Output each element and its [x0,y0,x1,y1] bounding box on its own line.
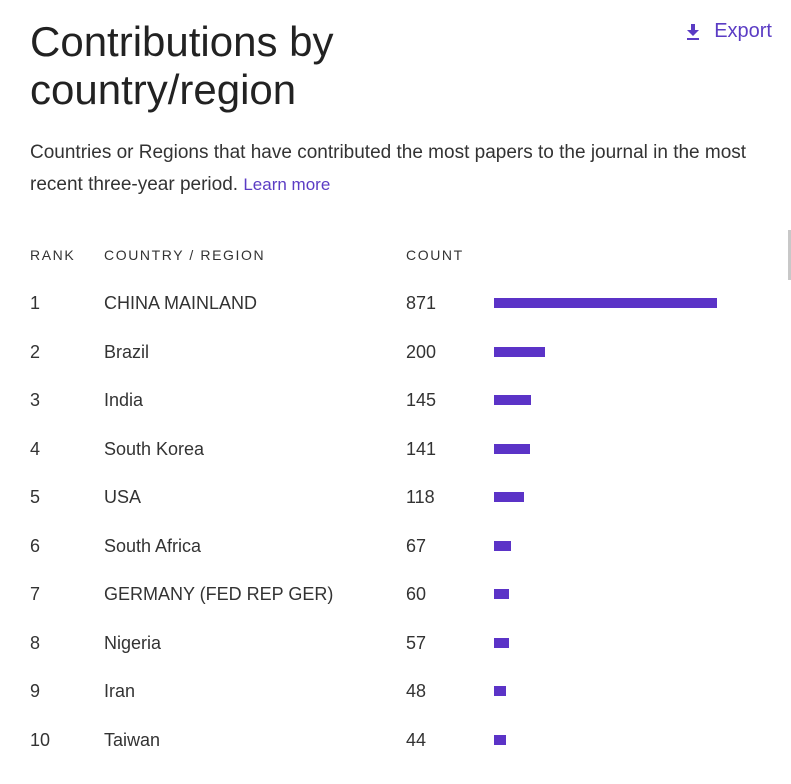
count-bar [494,686,506,696]
country-cell: CHINA MAINLAND [104,293,258,313]
description-text: Countries or Regions that have contribut… [30,142,747,195]
count-bar [494,444,530,454]
table-row: 10 Taiwan 44 [0,725,791,755]
country-cell: Taiwan [104,730,161,750]
table-row: 6 South Africa 67 [0,531,791,561]
count-bar [494,638,509,648]
rank-cell: 1 [30,293,41,313]
country-cell: Nigeria [104,633,162,653]
scrollbar-thumb[interactable] [788,230,791,280]
rank-cell: 2 [30,342,41,362]
count-cell: 48 [406,681,427,701]
count-cell: 44 [406,730,427,750]
rank-cell: 7 [30,584,41,604]
table-row: 2 Brazil 200 [0,337,791,367]
country-cell: Brazil [104,342,150,362]
column-header-country-region: COUNTRY / REGION [104,247,266,263]
table-row: 3 India 145 [0,385,791,415]
column-header-rank: RANK [30,247,76,263]
table-row: 4 South Korea 141 [0,434,791,464]
export-button[interactable]: Export [686,20,772,43]
country-cell: India [104,390,144,410]
count-cell: 60 [406,584,427,604]
count-bar [494,347,545,357]
learn-more-link[interactable]: Learn more [243,175,331,194]
count-bar [494,492,524,502]
table-row: 5 USA 118 [0,482,791,512]
column-header-count: COUNT [406,247,464,263]
rank-cell: 4 [30,439,41,459]
country-cell: South Korea [104,439,205,459]
export-label: Export [714,20,772,42]
rank-cell: 10 [30,730,51,750]
count-cell: 871 [406,293,437,313]
count-bar [494,298,717,308]
country-cell: GERMANY (FED REP GER) [104,584,334,604]
download-icon [686,23,700,40]
count-cell: 145 [406,390,437,410]
count-cell: 57 [406,633,427,653]
rank-cell: 5 [30,487,41,507]
country-cell: USA [104,487,142,507]
table-row: 1 CHINA MAINLAND 871 [0,288,791,318]
rank-cell: 3 [30,390,41,410]
table-row: 9 Iran 48 [0,676,791,706]
rank-cell: 9 [30,681,41,701]
table-row: 8 Nigeria 57 [0,628,791,658]
table-row: 7 GERMANY (FED REP GER) 60 [0,579,791,609]
count-bar [494,589,509,599]
rank-cell: 6 [30,536,41,556]
count-cell: 118 [406,487,435,507]
country-cell: South Africa [104,536,202,556]
count-cell: 200 [406,342,437,362]
country-cell: Iran [104,681,136,701]
description: Countries or Regions that have contribut… [30,137,775,201]
count-bar [494,735,506,745]
count-bar [494,541,511,551]
rank-cell: 8 [30,633,41,653]
count-bar [494,395,531,405]
count-cell: 67 [406,536,427,556]
count-cell: 141 [406,439,437,459]
page-title: Contributions by country/region [30,18,334,113]
